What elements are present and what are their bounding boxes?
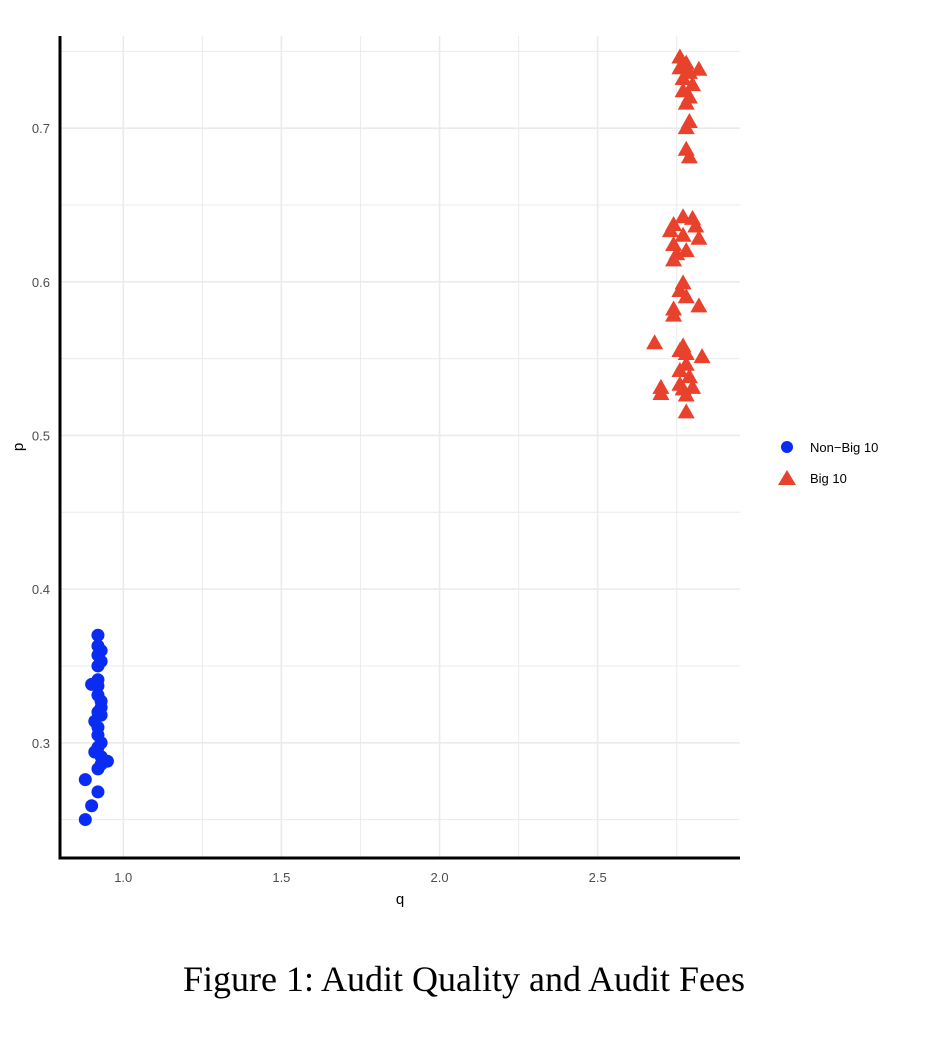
point-non-big10 bbox=[91, 628, 105, 642]
x-tick-label: 2.5 bbox=[589, 870, 607, 885]
x-axis-title: q bbox=[396, 891, 404, 908]
legend-marker-big10 bbox=[778, 470, 796, 485]
point-big10 bbox=[680, 368, 698, 384]
point-big10 bbox=[690, 60, 708, 76]
point-big10 bbox=[677, 288, 695, 304]
point-big10 bbox=[646, 334, 664, 350]
point-big10 bbox=[677, 94, 695, 110]
y-tick-label: 0.3 bbox=[32, 736, 50, 751]
point-big10 bbox=[661, 222, 679, 238]
point-big10 bbox=[652, 384, 670, 400]
point-big10 bbox=[674, 70, 692, 86]
point-big10 bbox=[677, 119, 695, 135]
point-non-big10 bbox=[85, 799, 99, 813]
point-big10 bbox=[693, 348, 711, 364]
point-non-big10 bbox=[91, 785, 105, 799]
point-big10 bbox=[665, 306, 683, 322]
y-tick-label: 0.5 bbox=[32, 428, 50, 443]
point-big10 bbox=[690, 229, 708, 245]
scatter-chart: 1.0 1.5 2.0 2.5 0.3 0.4 0.5 0.6 0.7 q p Non−Big … bbox=[10, 36, 878, 908]
point-non-big10 bbox=[78, 813, 92, 827]
data-points bbox=[78, 48, 711, 827]
x-tick-label: 1.5 bbox=[272, 870, 290, 885]
point-big10 bbox=[665, 251, 683, 267]
x-tick-label: 2.0 bbox=[430, 870, 448, 885]
point-non-big10 bbox=[91, 762, 105, 776]
point-non-big10 bbox=[91, 659, 105, 673]
y-tick-label: 0.6 bbox=[32, 275, 50, 290]
grid-lines bbox=[60, 36, 740, 858]
point-big10 bbox=[687, 217, 705, 233]
y-tick-label: 0.7 bbox=[32, 121, 50, 136]
point-big10 bbox=[671, 59, 689, 75]
y-tick-label: 0.4 bbox=[32, 582, 50, 597]
point-big10 bbox=[677, 242, 695, 258]
point-big10 bbox=[684, 76, 702, 92]
point-big10 bbox=[671, 361, 689, 377]
point-big10 bbox=[674, 226, 692, 242]
legend-label-non-big10: Non−Big 10 bbox=[810, 440, 878, 455]
x-tick-label: 1.0 bbox=[114, 870, 132, 885]
legend: Non−Big 10 Big 10 bbox=[778, 440, 878, 486]
point-non-big10 bbox=[91, 679, 105, 693]
y-axis-title: p bbox=[10, 443, 27, 451]
legend-marker-non-big10 bbox=[781, 441, 793, 453]
legend-label-big10: Big 10 bbox=[810, 471, 847, 486]
point-big10 bbox=[677, 386, 695, 402]
tick-labels: 1.0 1.5 2.0 2.5 0.3 0.4 0.5 0.6 0.7 bbox=[32, 121, 607, 885]
point-non-big10 bbox=[78, 773, 92, 787]
point-big10 bbox=[677, 403, 695, 419]
figure-caption: Figure 1: Audit Quality and Audit Fees bbox=[183, 959, 745, 999]
point-big10 bbox=[690, 297, 708, 313]
point-big10 bbox=[677, 345, 695, 361]
point-big10 bbox=[680, 148, 698, 164]
